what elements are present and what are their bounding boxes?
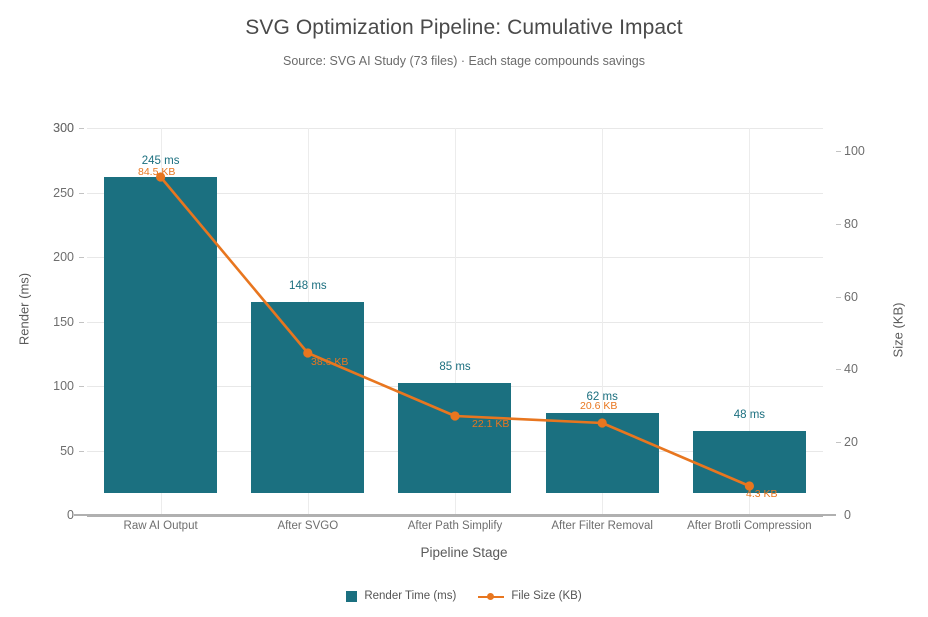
y-tick-right: 20 [844,435,858,450]
file-size-line-series [156,172,755,491]
legend-item-render-time[interactable]: Render Time (ms) [346,590,456,602]
x-tick-label: After Brotli Compression [687,520,812,532]
data-point-marker[interactable] [450,411,460,421]
bar-value-label: 48 ms [733,409,766,421]
bar-value-label: 85 ms [439,361,471,373]
tick-mark [79,321,84,323]
legend-line-marker-icon [478,591,505,602]
point-value-label: 4.3 KB [746,488,778,500]
tick-mark [79,450,84,452]
chart-subtitle: Source: SVG AI Study (73 files) · Each s… [283,54,645,68]
legend-label: File Size (KB) [511,590,582,602]
y-tick-left: 300 [53,121,74,135]
x-tick-label: After Filter Removal [551,520,653,532]
y-tick-right: 80 [844,216,858,231]
tick-mark [836,296,841,298]
y-tick-left: 250 [53,185,74,200]
gridline-0 [87,515,823,517]
tick-mark [836,369,841,371]
bar-after-svgo[interactable] [251,302,364,493]
tick-mark [836,223,841,225]
legend-item-file-size[interactable]: File Size (KB) [478,590,582,602]
point-value-label: 38.6 KB [311,356,349,368]
data-point-marker[interactable] [744,481,755,491]
data-point-marker[interactable] [156,172,166,182]
point-value-label: 20.6 KB [580,400,618,412]
data-point-marker[interactable] [597,418,607,428]
y-tick-right: 40 [844,362,858,377]
y-tick-right: 60 [844,289,858,304]
chart-legend: Render Time (ms) File Size (KB) [0,590,928,602]
data-point-marker[interactable] [303,348,313,358]
vgridline-3 [455,128,456,515]
tick-mark [79,386,84,387]
y-axis-left-title: Render (ms) [16,272,32,345]
file-size-polyline [159,175,751,488]
x-tick-label: Raw AI Output [123,520,198,532]
point-value-label: 22.1 KB [472,418,510,430]
bar-after-path-simplify[interactable] [398,383,511,493]
page-title: SVG Optimization Pipeline: Cumulative Im… [245,16,683,39]
tick-mark [836,442,841,444]
tick-mark [79,192,84,194]
x-tick-label: After Path Simplify [407,520,503,532]
y-tick-left-300: 300 [53,121,74,135]
x-axis-title: Pipeline Stage [420,545,508,560]
y-tick-left: 150 [53,314,74,329]
y-tick-left: 0 [67,508,74,522]
x-tick-label: After SVGO [277,520,339,532]
y-tick-left: 50 [60,443,74,458]
point-value-label: 84.5 KB [138,166,176,178]
legend-label: Render Time (ms) [364,590,457,602]
y-tick-left: 200 [53,250,74,264]
tick-mark [836,151,841,152]
y-axis-right-title: Size (KB) [890,302,906,358]
y-tick-right: 100 [844,144,865,158]
legend-swatch-icon [346,590,358,602]
y-tick-left: 100 [53,379,74,393]
bar-value-label: 148 ms [288,280,327,292]
tick-mark [79,257,84,258]
tick-mark [79,128,84,129]
vgridline-4 [602,128,604,515]
bar-value-label: 62 ms [586,391,618,403]
x-axis-line [74,514,836,516]
y-tick-right: 0 [844,508,851,522]
vgridline-5 [749,128,751,515]
bar-value-label: 245 ms [141,155,180,167]
plot-area: 245 ms 148 ms 85 ms 62 ms 48 ms 84.5 KB … [87,128,823,517]
bar-raw-ai-output[interactable] [104,177,217,493]
